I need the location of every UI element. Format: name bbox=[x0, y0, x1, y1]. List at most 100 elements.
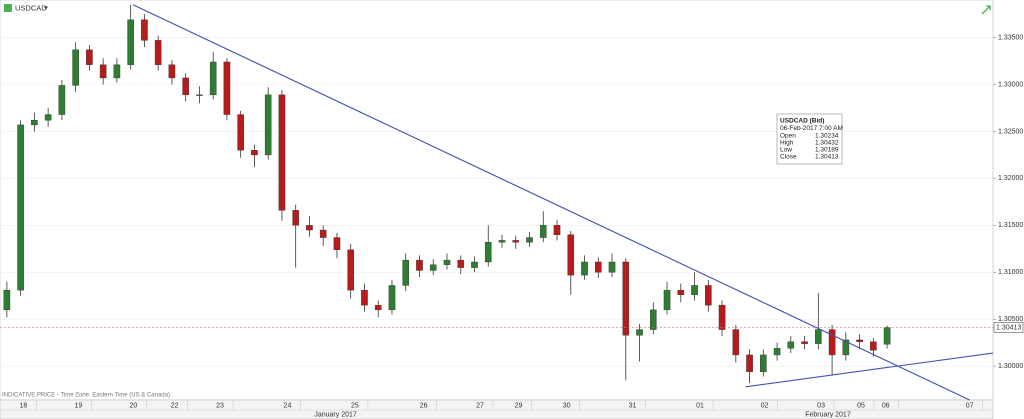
candle-body bbox=[581, 261, 588, 276]
x-tick-label: 22 bbox=[171, 402, 179, 409]
tooltip-value: 1.30413 bbox=[815, 154, 839, 161]
trendline bbox=[745, 352, 994, 388]
candle-body bbox=[608, 261, 616, 273]
candle-body bbox=[815, 329, 822, 344]
candle-body bbox=[223, 61, 231, 115]
candle-body bbox=[746, 354, 753, 373]
y-tick-label: 1.32000 bbox=[998, 175, 1023, 182]
candle-body bbox=[209, 61, 217, 96]
candle-body bbox=[787, 341, 795, 349]
symbol-dropdown[interactable] bbox=[44, 6, 48, 10]
last-price-label: 1.30413 bbox=[996, 324, 1021, 331]
candle-body bbox=[471, 261, 478, 268]
candle-body bbox=[292, 210, 299, 226]
candle-body bbox=[278, 94, 286, 211]
candle-body bbox=[306, 225, 313, 231]
x-tick-label: 03 bbox=[817, 402, 825, 409]
candle-body bbox=[347, 249, 355, 291]
y-tick-label: 1.32500 bbox=[998, 128, 1023, 135]
y-tick-label: 1.33500 bbox=[998, 34, 1023, 41]
candle-body bbox=[677, 289, 685, 296]
x-tick-label: 01 bbox=[696, 402, 704, 409]
candle-body bbox=[457, 259, 465, 268]
candle-body bbox=[416, 259, 423, 271]
tooltip-title: USDCAD (Bid) bbox=[780, 118, 824, 125]
candle-body bbox=[773, 348, 781, 356]
month-label: February 2017 bbox=[805, 411, 851, 418]
candle-body bbox=[86, 49, 93, 65]
candle-body bbox=[251, 150, 258, 156]
candle-body bbox=[842, 339, 850, 356]
x-tick-label: 29 bbox=[515, 402, 523, 409]
candle-body bbox=[44, 114, 52, 121]
candle-body bbox=[870, 341, 877, 351]
tooltip-label: Open bbox=[780, 133, 796, 140]
x-tick-label: 06 bbox=[882, 402, 890, 409]
x-tick-label: 02 bbox=[761, 402, 769, 409]
trendline bbox=[132, 4, 970, 401]
candle-body bbox=[760, 354, 767, 373]
tooltip-value: 1.30189 bbox=[815, 147, 839, 154]
candle-body bbox=[168, 64, 176, 79]
candle-body bbox=[663, 289, 671, 311]
tooltip-time: 06-Feb-2017 7:00 AM bbox=[780, 125, 843, 132]
month-label: January 2017 bbox=[314, 411, 357, 418]
candle-body bbox=[622, 261, 630, 336]
candle-body bbox=[526, 237, 533, 243]
candle-body bbox=[883, 327, 891, 345]
candle-body bbox=[374, 304, 382, 311]
tooltip-label: Low bbox=[780, 147, 792, 154]
footnote: INDICATIVE PRICE - Time Zone: Eastern Ti… bbox=[2, 393, 170, 399]
x-tick-label: 19 bbox=[74, 402, 82, 409]
symbol-icon bbox=[4, 4, 12, 12]
tooltip-value: 1.30432 bbox=[815, 140, 839, 147]
tooltip-label: Close bbox=[780, 154, 797, 161]
symbol-title[interactable]: USDCAD bbox=[15, 3, 47, 12]
x-tick-label: 07 bbox=[966, 402, 974, 409]
x-axis-band bbox=[0, 399, 994, 419]
candle-body bbox=[113, 64, 121, 79]
x-tick-label: 05 bbox=[857, 402, 865, 409]
candle-body bbox=[17, 124, 24, 291]
candle-body bbox=[388, 285, 396, 311]
candle-body bbox=[567, 234, 575, 276]
x-tick-label: 23 bbox=[216, 402, 224, 409]
x-tick-label: 27 bbox=[476, 402, 484, 409]
x-tick-label: 31 bbox=[629, 402, 637, 409]
tooltip-label: High bbox=[780, 140, 794, 147]
x-tick-label: 26 bbox=[420, 402, 428, 409]
candle-body bbox=[594, 261, 602, 273]
candle-body bbox=[58, 85, 66, 115]
candle-body bbox=[182, 77, 189, 96]
candle-body bbox=[237, 114, 244, 151]
candle-body bbox=[72, 49, 79, 86]
tooltip-value: 1.30234 bbox=[815, 133, 839, 140]
y-tick-label: 1.30000 bbox=[998, 363, 1023, 370]
candle-body bbox=[402, 259, 410, 286]
candle-body bbox=[141, 19, 148, 41]
candle-body bbox=[319, 229, 327, 238]
candle-body bbox=[127, 19, 134, 65]
candle-body bbox=[99, 64, 107, 79]
candle-body bbox=[801, 341, 808, 344]
expand-icon[interactable] bbox=[981, 5, 991, 15]
candle-body bbox=[31, 119, 38, 126]
candle-body bbox=[196, 94, 203, 96]
candle-body bbox=[429, 264, 437, 271]
tooltip: USDCAD (Bid) 06-Feb-2017 7:00 AM Open Hi… bbox=[776, 113, 843, 165]
candle-body bbox=[484, 242, 492, 263]
candle-body bbox=[333, 237, 341, 250]
x-tick-label: 20 bbox=[130, 402, 138, 409]
x-tick-label: 30 bbox=[563, 402, 571, 409]
candle-body bbox=[718, 304, 726, 330]
y-tick-label: 1.33000 bbox=[998, 81, 1023, 88]
candle-body bbox=[512, 240, 520, 243]
candle-body bbox=[705, 285, 712, 306]
candle-body bbox=[498, 240, 506, 243]
candle-body bbox=[732, 329, 740, 356]
y-tick-label: 1.30500 bbox=[998, 316, 1023, 323]
candle-body bbox=[636, 329, 643, 336]
last-price-box bbox=[993, 322, 1024, 333]
